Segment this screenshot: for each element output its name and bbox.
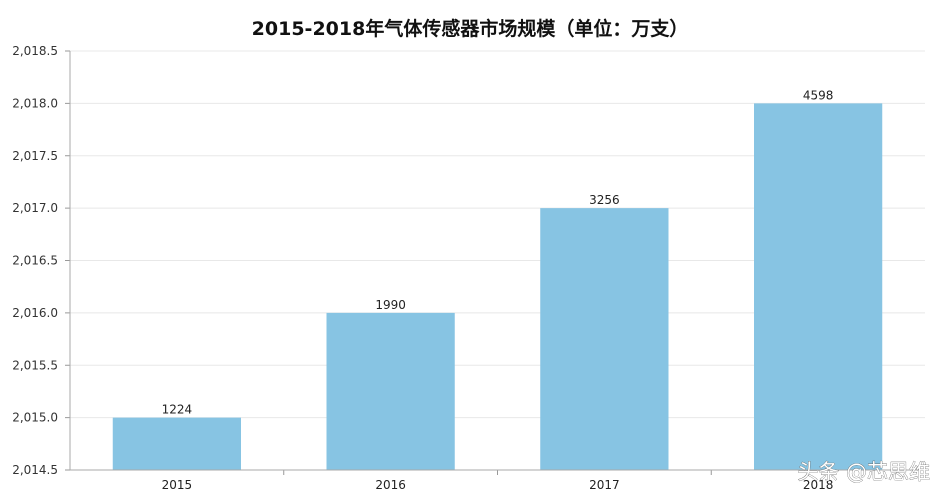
bar-2015 (112, 417, 241, 470)
y-tick-label: 2,018.0 (12, 96, 58, 110)
watermark-text: 头条 @芯思维 (797, 460, 930, 484)
x-tick-label-2017: 2017 (589, 478, 620, 492)
data-labels: 1224 1990 3256 4598 (162, 88, 834, 416)
data-label-2017: 3256 (589, 193, 620, 207)
y-tick-label: 2,014.5 (12, 463, 58, 477)
x-tick-label-2018: 2018 (803, 478, 834, 492)
bar-2017 (540, 208, 669, 470)
data-label-2018: 4598 (803, 88, 834, 102)
y-tick-label: 2,016.5 (12, 254, 58, 268)
bar-2016 (326, 312, 455, 470)
chart-title: 2015-2018年气体传感器市场规模（单位：万支） (252, 17, 689, 40)
y-tick-label: 2,015.0 (12, 411, 58, 425)
bar-2018 (754, 103, 883, 470)
y-tick-label: 2,017.5 (12, 149, 58, 163)
y-tick-label: 2,017.0 (12, 201, 58, 215)
data-label-2016: 1990 (375, 298, 406, 312)
x-tick-label-2015: 2015 (162, 478, 193, 492)
y-tick-label: 2,015.5 (12, 358, 58, 372)
bars (112, 103, 883, 470)
x-axis-ticks: 2015 2016 2017 2018 (162, 470, 926, 492)
y-tick-label: 2,018.5 (12, 44, 58, 58)
x-tick-label-2016: 2016 (375, 478, 406, 492)
y-tick-label: 2,016.0 (12, 306, 58, 320)
y-axis-ticks: 2,014.5 2,015.0 2,015.5 2,016.0 2,016.5 2,017… (12, 44, 70, 477)
grid-lines (70, 50, 925, 419)
data-label-2015: 1224 (162, 403, 193, 417)
